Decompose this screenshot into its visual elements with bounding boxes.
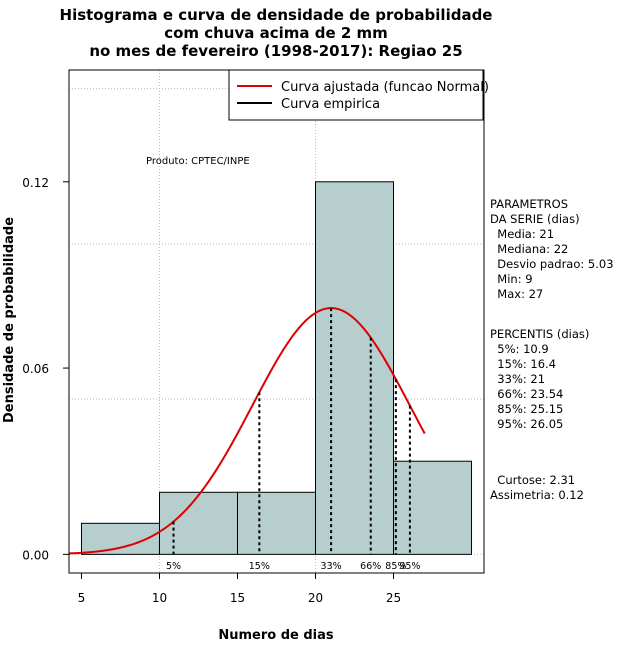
chart-title-line: no mes de fevereiro (1998-2017): Regiao … <box>89 42 462 60</box>
x-axis-title: Numero de dias <box>218 628 334 643</box>
side-percentis-line: 85%: 25.15 <box>490 402 563 416</box>
x-tick-label: 20 <box>308 591 323 605</box>
y-tick-label: 0.06 <box>22 362 49 376</box>
product-label: Produto: CPTEC/INPE <box>146 156 250 167</box>
percentile-label: 95% <box>399 561 420 572</box>
percentile-label: 15% <box>249 561 270 572</box>
side-percentis-line: 15%: 16.4 <box>490 357 556 371</box>
side-percentis-line: 66%: 23.54 <box>490 387 563 401</box>
legend-label: Curva ajustada (funcao Normal) <box>281 80 489 95</box>
chart-title: Histograma e curva de densidade de proba… <box>60 6 493 60</box>
axes: 5 10 15 20 25 0.00 0.06 0.12 Numero de dias Densi… <box>2 69 485 643</box>
x-tick-label: 25 <box>386 591 401 605</box>
side-parametros-line: DA SERIE (dias) <box>490 212 580 226</box>
side-extras-line: Curtose: 2.31 <box>490 473 575 487</box>
y-tick-label: 0.00 <box>22 548 49 562</box>
histogram-bar <box>315 181 395 555</box>
legend-box <box>228 69 484 121</box>
histogram-bar <box>236 491 317 555</box>
percentile-label: 66% <box>360 561 381 572</box>
side-extras-line: Assimetria: 0.12 <box>490 488 584 502</box>
histogram-bar <box>393 460 473 555</box>
side-percentis-line: 5%: 10.9 <box>490 342 549 356</box>
x-tick-label: 15 <box>230 591 245 605</box>
x-tick-label: 10 <box>152 591 167 605</box>
legend: Curva ajustada (funcao Normal) Curva empi… <box>228 69 489 121</box>
side-parametros-line: Mediana: 22 <box>490 242 568 256</box>
chart-title-line: Histograma e curva de densidade de proba… <box>60 6 493 24</box>
side-percentis-line: 95%: 26.05 <box>490 417 563 431</box>
x-tick-label: 5 <box>78 591 86 605</box>
side-parametros-line: Media: 21 <box>490 227 554 241</box>
side-parametros-line: PARAMETROS <box>490 197 568 211</box>
y-tick-label: 0.12 <box>22 176 49 190</box>
side-parametros-line: Max: 27 <box>490 287 543 301</box>
chart-title-line: com chuva acima de 2 mm <box>164 24 388 42</box>
percentile-label: 5% <box>166 561 181 572</box>
side-percentis-line: 33%: 21 <box>490 372 545 386</box>
normal-curve-line <box>68 307 426 555</box>
side-parametros-line: Min: 9 <box>490 272 533 286</box>
percentile-label: 33% <box>321 561 342 572</box>
percentile-label: 85% <box>385 561 406 572</box>
percentile-lines: 5% 15% 33% 66% 85%95% <box>166 308 420 572</box>
y-axis-title: Densidade de probabilidade <box>2 217 17 423</box>
side-percentis-line: PERCENTIS (dias) <box>490 327 589 341</box>
side-parametros-line: Desvio padrao: 5.03 <box>490 257 614 271</box>
legend-label: Curva empirica <box>281 97 380 112</box>
histogram-bars <box>80 181 473 555</box>
normal-curve <box>68 307 426 555</box>
